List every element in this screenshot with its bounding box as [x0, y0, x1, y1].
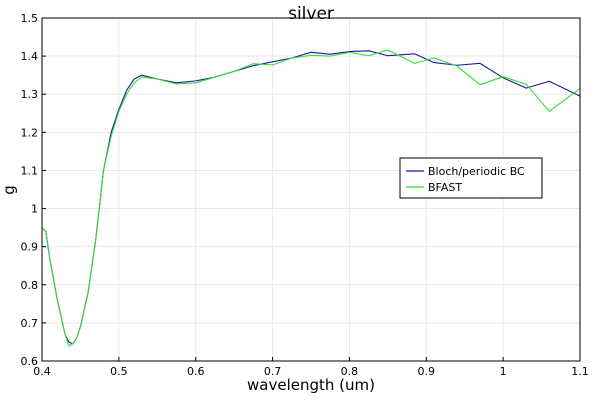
y-tick-label: 1.4: [21, 50, 39, 63]
y-tick-label: 1.5: [21, 12, 39, 25]
legend-label-bfast: BFAST: [428, 181, 462, 194]
chart-title: silver: [288, 4, 334, 24]
x-axis-label: wavelength (um): [247, 376, 375, 394]
x-tick-label: 0.6: [187, 365, 205, 378]
x-tick-label: 1: [500, 365, 507, 378]
legend-label-bloch: Bloch/periodic BC: [428, 165, 525, 178]
y-tick-label: 0.9: [21, 241, 39, 254]
plot-frame: [41, 17, 581, 362]
y-tick-label: 1.2: [21, 126, 39, 139]
y-tick-label: 1: [31, 203, 38, 216]
legend: Bloch/periodic BC BFAST: [399, 157, 543, 199]
y-tick-label: 0.7: [21, 317, 39, 330]
series-layer: [41, 49, 581, 347]
x-tick-label: 1.1: [571, 365, 589, 378]
y-tick-label: 0.6: [21, 355, 39, 368]
x-tick-label: 0.9: [418, 365, 436, 378]
x-tick-label: 0.8: [341, 365, 359, 378]
x-tick-label: 0.5: [110, 365, 128, 378]
series-line-bfast: [41, 49, 581, 347]
x-tick-label: 0.7: [264, 365, 282, 378]
x-tick-label: 0.4: [33, 365, 51, 378]
y-axis-label: g: [0, 185, 18, 195]
y-tick-label: 1.1: [21, 164, 39, 177]
legend-box: [399, 157, 543, 199]
y-tick-label: 0.8: [21, 279, 39, 292]
y-tick-label: 1.3: [21, 88, 39, 101]
axis-ticks: 0.4 0.5 0.6 0.7 0.8 0.9 1 1.1 0.6 0.7 0.8 0.9 1 1.1 1.…: [21, 12, 589, 378]
